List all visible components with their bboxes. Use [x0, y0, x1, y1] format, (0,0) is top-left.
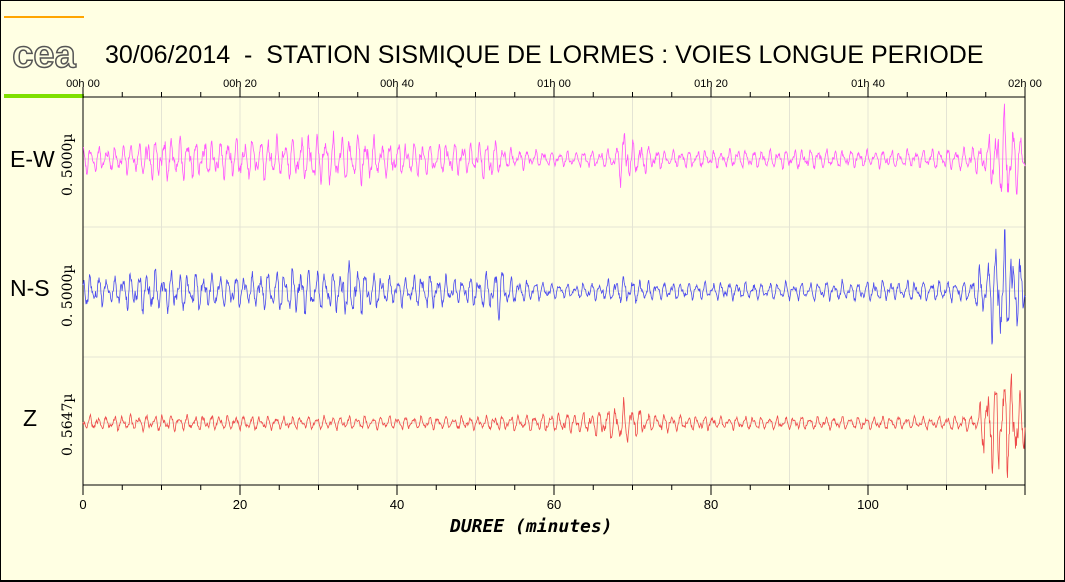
cea-logo: cea	[12, 39, 78, 75]
top-tick-label: 02h 00	[1008, 78, 1042, 90]
channel-label-ns: N-S	[10, 275, 50, 301]
top-tick-label: 01h 20	[694, 78, 728, 90]
x-tick-label: 100	[857, 497, 879, 512]
x-tick-label: 60	[547, 497, 561, 512]
channel-label-z: Z	[23, 405, 38, 431]
x-tick-label: 80	[704, 497, 718, 512]
svg-text:cea: cea	[12, 39, 76, 75]
x-tick-label: 20	[233, 497, 247, 512]
top-tick-label: 00h 40	[380, 78, 414, 90]
top-tick-label: 00h 00	[66, 78, 100, 90]
top-tick-label: 01h 00	[537, 78, 571, 90]
chart-title: 30/06/2014 - STATION SISMIQUE DE LORMES …	[105, 41, 984, 69]
trace-ew	[83, 103, 1026, 195]
x-tick-label: 0	[79, 497, 86, 512]
channel-label-ew: E-W	[10, 146, 55, 172]
x-axis-label: DUREE (minutes)	[450, 516, 613, 537]
trace-ns	[82, 229, 1026, 345]
top-tick-label: 00h 20	[223, 78, 257, 90]
scale-label-ew: 0. 5000µ	[60, 133, 76, 196]
scale-label-ns: 0. 5000µ	[60, 264, 76, 327]
x-tick-label: 40	[390, 497, 404, 512]
top-tick-label: 01h 40	[851, 78, 885, 90]
orange-accent-bar	[4, 16, 84, 18]
trace-z	[82, 373, 1026, 478]
scale-label-z: 0. 5647µ	[60, 393, 76, 456]
green-accent-bar	[4, 94, 84, 98]
